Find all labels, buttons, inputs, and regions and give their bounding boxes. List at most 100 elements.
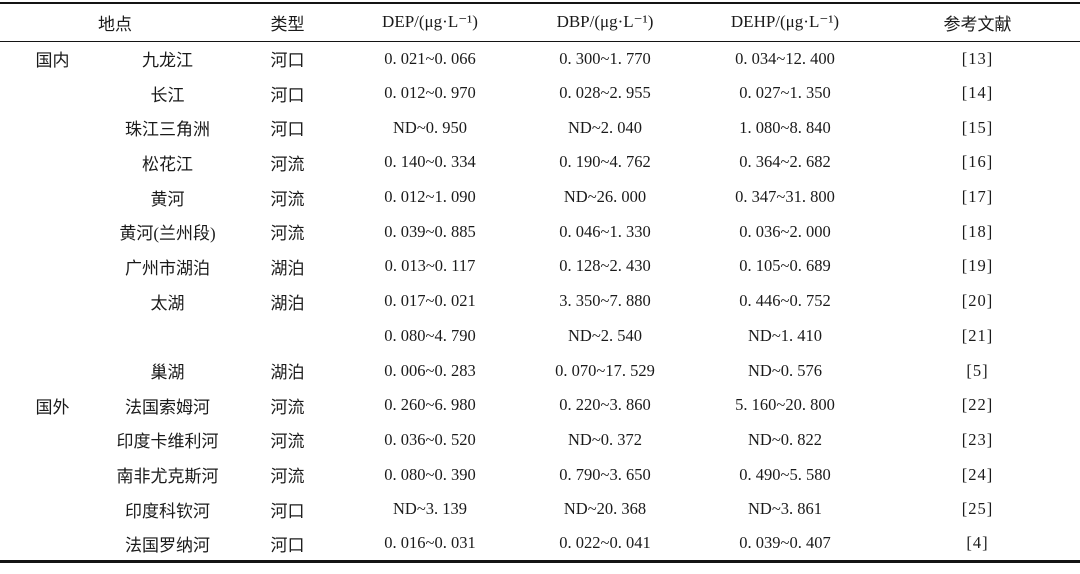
type-cell: 湖泊 (270, 258, 305, 278)
type-cell: 河流 (270, 224, 305, 244)
group-cell (0, 353, 105, 388)
group-cell (0, 249, 105, 284)
dep-cell: 0. 080~4. 790 (384, 325, 476, 345)
ref-cell: [17] (961, 187, 994, 207)
header-row: 地点 类型 DEP/(μg·L⁻¹) DBP/(μg·L⁻¹) DEHP/(μg… (0, 3, 1080, 41)
dep-cell: 0. 016~0. 031 (384, 533, 476, 553)
type-cell: 河口 (270, 501, 305, 521)
type-cell: 河口 (270, 535, 305, 555)
location-cell: 太湖 (150, 293, 185, 313)
location-cell: 黄河 (150, 189, 185, 209)
table-header: 地点 类型 DEP/(μg·L⁻¹) DBP/(μg·L⁻¹) DEHP/(μg… (0, 3, 1080, 41)
table-row: 珠江三角洲 河口 ND~0. 950 ND~2. 040 1. 080~8. 840 [1… (0, 110, 1080, 145)
table-row: 法国罗纳河 河口 0. 016~0. 031 0. 022~0. 041 0. 039~… (0, 527, 1080, 562)
dbp-cell: 0. 790~3. 650 (559, 464, 651, 484)
table-row: 黄河 河流 0. 012~1. 090 ND~26. 000 0. 347~31. 80… (0, 180, 1080, 215)
dbp-cell: ND~2. 040 (567, 117, 642, 137)
table-body: 国内 九龙江 河口 0. 021~0. 066 0. 300~1. 770 0. 034~… (0, 41, 1080, 561)
group-cell: 国内 (35, 51, 70, 71)
ref-cell: [20] (961, 291, 994, 311)
dep-cell: 0. 036~0. 520 (384, 429, 476, 449)
dehp-cell: 0. 490~5. 580 (739, 464, 831, 484)
ref-cell: [18] (961, 221, 994, 241)
location-cell: 广州市湖泊 (125, 258, 210, 278)
dbp-cell: 0. 190~4. 762 (559, 152, 651, 172)
ref-cell: [14] (961, 83, 994, 103)
dehp-cell: 1. 080~8. 840 (739, 117, 831, 137)
location-cell: 法国罗纳河 (125, 535, 210, 555)
dep-cell: 0. 006~0. 283 (384, 360, 476, 380)
dbp-cell: 0. 046~1. 330 (559, 221, 651, 241)
group-cell (0, 527, 105, 562)
dep-cell: 0. 080~0. 390 (384, 464, 476, 484)
type-cell: 河流 (270, 467, 305, 487)
dbp-cell: 0. 300~1. 770 (559, 48, 651, 68)
table-row: 黄河(兰州段) 河流 0. 039~0. 885 0. 046~1. 330 0. 03… (0, 214, 1080, 249)
group-cell (0, 492, 105, 527)
location-cell: 黄河(兰州段) (119, 224, 216, 244)
dehp-cell: 0. 364~2. 682 (739, 152, 831, 172)
dep-cell: 0. 013~0. 117 (384, 256, 476, 276)
ref-cell: [25] (961, 499, 994, 519)
ref-cell: [16] (961, 152, 994, 172)
dehp-cell: 0. 446~0. 752 (739, 291, 831, 311)
group-cell (0, 145, 105, 180)
dehp-cell: 5. 160~20. 800 (735, 395, 835, 415)
dehp-cell: 0. 036~2. 000 (739, 221, 831, 241)
location-cell: 法国索姆河 (125, 397, 210, 417)
dep-cell: ND~0. 950 (392, 117, 467, 137)
group-cell (0, 457, 105, 492)
location-cell: 南非尤克斯河 (116, 467, 219, 487)
dbp-cell: 0. 070~17. 529 (555, 360, 655, 380)
dehp-cell: ND~3. 861 (747, 499, 822, 519)
table-row: 巢湖 湖泊 0. 006~0. 283 0. 070~17. 529 ND~0. 576… (0, 353, 1080, 388)
dep-cell: 0. 012~1. 090 (384, 187, 476, 207)
dbp-cell: ND~26. 000 (563, 187, 647, 207)
dep-cell: 0. 260~6. 980 (384, 395, 476, 415)
dehp-cell: 0. 347~31. 800 (735, 187, 835, 207)
location-cell: 巢湖 (150, 363, 185, 383)
phthalate-concentration-table: 地点 类型 DEP/(μg·L⁻¹) DBP/(μg·L⁻¹) DEHP/(μg… (0, 2, 1080, 563)
dbp-cell: ND~20. 368 (563, 499, 647, 519)
group-cell (0, 180, 105, 215)
ref-cell: [15] (961, 117, 994, 137)
type-cell: 河流 (270, 189, 305, 209)
ref-cell: [21] (961, 325, 994, 345)
dbp-cell: 0. 128~2. 430 (559, 256, 651, 276)
table-row: 广州市湖泊 湖泊 0. 013~0. 117 0. 128~2. 430 0. 105~… (0, 249, 1080, 284)
type-cell: 湖泊 (270, 293, 305, 313)
table-row: 松花江 河流 0. 140~0. 334 0. 190~4. 762 0. 364~2.… (0, 145, 1080, 180)
dep-cell: 0. 039~0. 885 (384, 221, 476, 241)
table-row: 印度卡维利河 河流 0. 036~0. 520 ND~0. 372 ND~0. 822 [… (0, 423, 1080, 458)
location-cell: 九龙江 (142, 51, 193, 71)
type-cell: 河流 (270, 154, 305, 174)
dehp-cell: 0. 027~1. 350 (739, 83, 831, 103)
type-cell: 湖泊 (270, 363, 305, 383)
dep-cell: 0. 012~0. 970 (384, 83, 476, 103)
ref-cell: [23] (961, 429, 994, 449)
type-cell: 河口 (270, 51, 305, 71)
group-cell (0, 284, 105, 319)
group-cell (0, 214, 105, 249)
ref-cell: [22] (961, 395, 994, 415)
table-row: 国内 九龙江 河口 0. 021~0. 066 0. 300~1. 770 0. 034~… (0, 41, 1080, 76)
dehp-cell: ND~0. 576 (747, 360, 822, 380)
column-header-location: 地点 (98, 14, 132, 34)
type-cell: 河流 (270, 432, 305, 452)
table-row: 国外 法国索姆河 河流 0. 260~6. 980 0. 220~3. 860 5. 16… (0, 388, 1080, 423)
location-cell (105, 319, 230, 354)
dep-cell: 0. 021~0. 066 (384, 48, 476, 68)
dehp-cell: ND~1. 410 (747, 325, 822, 345)
group-cell (0, 423, 105, 458)
table-row: 0. 080~4. 790 ND~2. 540 ND~1. 410 [21] (0, 319, 1080, 354)
ref-cell: [4] (966, 533, 989, 553)
location-cell: 松花江 (142, 154, 193, 174)
dbp-cell: 3. 350~7. 880 (559, 291, 651, 311)
column-header-dehp: DEHP/(μg·L⁻¹) (730, 12, 840, 32)
table-row: 印度科钦河 河口 ND~3. 139 ND~20. 368 ND~3. 861 [25] (0, 492, 1080, 527)
group-cell (0, 76, 105, 111)
group-cell (0, 110, 105, 145)
location-cell: 印度科钦河 (125, 501, 210, 521)
dbp-cell: 0. 220~3. 860 (559, 395, 651, 415)
